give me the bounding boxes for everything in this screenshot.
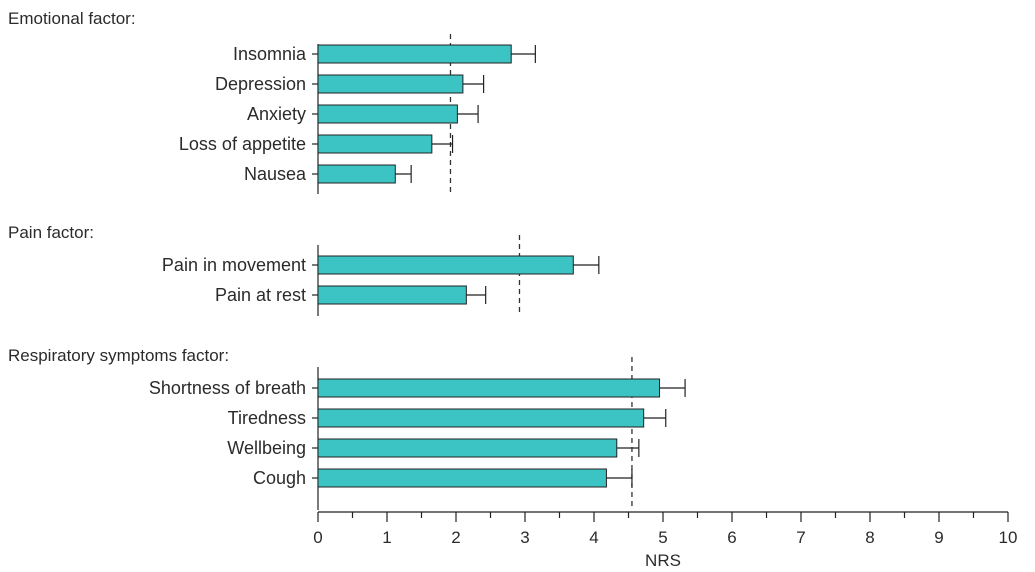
- category-label: Loss of appetite: [179, 134, 306, 154]
- bar: [317, 378, 661, 398]
- category-label: Depression: [215, 74, 306, 94]
- category-label: Insomnia: [233, 44, 307, 64]
- x-tick-label: 1: [382, 528, 391, 547]
- x-tick-label: 6: [727, 528, 736, 547]
- bar: [317, 285, 467, 305]
- bar: [317, 164, 396, 184]
- bar: [317, 438, 618, 458]
- category-label: Anxiety: [247, 104, 306, 124]
- category-label: Nausea: [244, 164, 307, 184]
- bar: [317, 255, 574, 275]
- group-title-respiratory: Respiratory symptoms factor:: [8, 346, 229, 365]
- x-tick-label: 2: [451, 528, 460, 547]
- category-label: Pain in movement: [162, 255, 306, 275]
- x-axis-title: NRS: [645, 551, 681, 570]
- bar: [317, 74, 464, 94]
- category-label: Wellbeing: [227, 438, 306, 458]
- chart-marks: Insomnia Depression Anxiety Loss of appetit…: [149, 34, 1018, 547]
- x-tick-label: 5: [658, 528, 667, 547]
- x-tick-label: 7: [796, 528, 805, 547]
- x-tick-label: 10: [999, 528, 1018, 547]
- category-label: Tiredness: [228, 408, 306, 428]
- group-title-emotional: Emotional factor:: [8, 9, 136, 28]
- group-title-pain: Pain factor:: [8, 223, 94, 242]
- category-label: Cough: [253, 468, 306, 488]
- x-tick-label: 9: [934, 528, 943, 547]
- x-tick-label: 0: [313, 528, 322, 547]
- bar: [317, 408, 645, 428]
- x-tick-label: 8: [865, 528, 874, 547]
- bar: [317, 134, 433, 154]
- bar: [317, 44, 512, 64]
- x-tick-label: 4: [589, 528, 598, 547]
- bar: [317, 104, 458, 124]
- x-tick-label: 3: [520, 528, 529, 547]
- bar: [317, 468, 607, 488]
- category-label: Pain at rest: [215, 285, 306, 305]
- category-label: Shortness of breath: [149, 378, 306, 398]
